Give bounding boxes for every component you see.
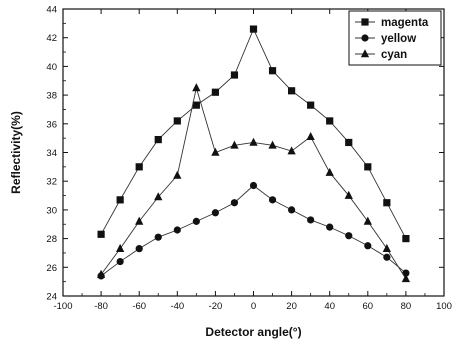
legend-marker (361, 34, 369, 42)
data-point-magenta (268, 67, 277, 75)
data-point-cyan (230, 140, 239, 149)
data-point-cyan (154, 192, 163, 201)
data-point-yellow (116, 257, 124, 266)
data-point-cyan (116, 243, 125, 252)
data-point-cyan (401, 274, 411, 283)
data-point-magenta (97, 230, 105, 238)
data-point-cyan (173, 170, 182, 179)
y-tick-label: 42 (46, 33, 57, 44)
plot-area (96, 25, 411, 283)
y-tick-label: 44 (46, 5, 57, 16)
data-point-magenta (211, 88, 219, 96)
x-tick-label: 0 (251, 301, 256, 312)
data-point-yellow (383, 253, 391, 261)
data-point-yellow (268, 196, 277, 204)
y-tick-label: 24 (46, 292, 57, 303)
data-point-magenta (364, 163, 372, 171)
data-point-magenta (288, 87, 296, 95)
x-tick-label: -60 (132, 301, 146, 312)
data-point-magenta (154, 135, 162, 144)
y-tick-label: 38 (46, 91, 57, 102)
data-point-yellow (307, 216, 315, 224)
y-tick-label: 26 (46, 263, 57, 274)
data-point-cyan (325, 167, 334, 176)
y-tick-label: 28 (46, 234, 57, 245)
y-axis-title: Reflectivity(%) (9, 111, 23, 194)
data-point-yellow (135, 245, 143, 253)
legend-label-yellow: yellow (381, 33, 416, 45)
data-point-yellow (249, 181, 258, 190)
y-tick-label: 34 (46, 148, 57, 159)
data-point-cyan (96, 269, 106, 278)
data-point-magenta (116, 196, 124, 204)
data-point-yellow (402, 269, 410, 277)
legend: magenta yellow cyan (348, 10, 442, 66)
data-point-magenta (326, 117, 334, 125)
axes: -100 -80 -60 -40 -20 0 20 40 60 80 100 24 26 28 30 32 34… (46, 5, 452, 313)
y-tick-label: 36 (46, 119, 57, 130)
data-point-yellow (230, 199, 239, 207)
data-point-yellow (345, 232, 353, 240)
x-tick-label: 100 (436, 301, 452, 312)
data-point-yellow (154, 233, 162, 241)
data-point-yellow (326, 223, 334, 231)
y-tick-label: 40 (46, 62, 57, 73)
data-point-magenta (345, 138, 353, 147)
legend-label-cyan: cyan (381, 49, 407, 61)
x-tick-label: 20 (286, 301, 297, 312)
data-point-yellow (211, 209, 219, 217)
data-point-cyan (344, 190, 353, 199)
x-tick-label: -80 (94, 301, 108, 312)
data-point-magenta (135, 163, 143, 171)
y-tick-label: 32 (46, 177, 57, 188)
x-tick-label: 80 (401, 301, 412, 312)
legend-label-magenta: magenta (381, 17, 429, 29)
data-point-cyan (249, 137, 258, 146)
x-tick-label: -100 (53, 301, 72, 312)
data-point-yellow (364, 242, 372, 250)
data-point-cyan (306, 131, 315, 141)
data-point-cyan (268, 140, 277, 149)
legend-marker (360, 49, 370, 58)
x-tick-label: 60 (363, 301, 374, 312)
x-tick-label: -40 (170, 301, 184, 312)
legend-marker (361, 18, 369, 26)
data-point-magenta (307, 101, 315, 109)
data-point-magenta (402, 235, 410, 243)
data-point-cyan (135, 216, 144, 225)
data-point-yellow (288, 206, 296, 214)
y-tick-label: 30 (46, 205, 57, 216)
x-tick-label: -20 (209, 301, 223, 312)
data-point-cyan (211, 147, 220, 156)
data-point-cyan (363, 216, 372, 225)
series-line-yellow (100, 184, 407, 277)
data-point-yellow (192, 217, 200, 225)
data-point-magenta (249, 25, 258, 33)
data-point-cyan (382, 243, 391, 252)
data-point-magenta (230, 71, 239, 79)
data-point-cyan (287, 146, 296, 155)
data-point-magenta (173, 117, 181, 125)
data-point-yellow (173, 226, 181, 234)
x-axis-title: Detector angle(°) (205, 325, 301, 339)
data-point-cyan (192, 83, 201, 92)
x-tick-label: 40 (324, 301, 335, 312)
data-point-magenta (383, 199, 391, 207)
data-point-magenta (192, 101, 200, 109)
